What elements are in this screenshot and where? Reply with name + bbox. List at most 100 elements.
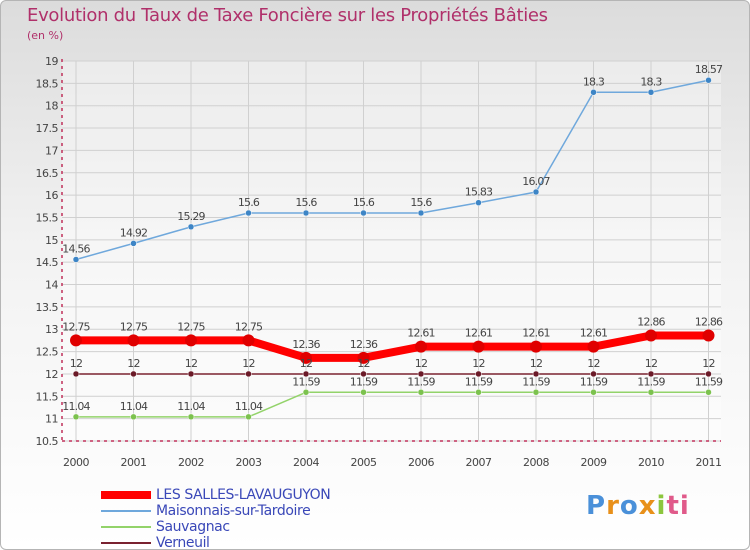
data-point [705, 370, 712, 378]
x-tick-label: 2011 [696, 456, 722, 469]
y-tick-label: 14.5 [36, 256, 59, 269]
data-label: 12.75 [120, 320, 148, 333]
data-label: 11.59 [695, 375, 723, 388]
data-point [302, 389, 310, 396]
data-point [530, 340, 542, 353]
data-point [187, 413, 195, 421]
data-point [647, 389, 655, 396]
data-label: 12 [415, 357, 427, 370]
data-point [590, 370, 597, 378]
chart-title: Evolution du Taux de Taxe Foncière sur l… [27, 5, 548, 26]
data-label: 12.36 [350, 338, 378, 351]
data-label: 12.75 [62, 320, 90, 333]
y-tick-label: 12.5 [36, 346, 59, 359]
data-label: 12 [357, 357, 369, 370]
data-point [475, 389, 482, 396]
legend-swatch [101, 526, 151, 528]
data-point [70, 334, 82, 347]
data-label: 14.56 [62, 242, 90, 255]
data-point [417, 370, 425, 378]
y-tick-label: 13.5 [36, 301, 59, 314]
data-point [472, 340, 485, 353]
legend-label: Sauvagnac [156, 519, 230, 535]
data-point [590, 389, 597, 396]
y-tick-label: 18 [45, 100, 58, 113]
data-label: 12 [242, 357, 254, 370]
legend-label: LES SALLES-LAVAUGUYON [156, 487, 331, 503]
y-tick-label: 11.5 [36, 390, 59, 403]
data-label: 12 [472, 357, 484, 370]
data-point [532, 370, 540, 378]
legend-label: Maisonnais-sur-Tardoire [156, 503, 311, 519]
data-label: 18.3 [640, 75, 662, 88]
data-label: 12 [127, 357, 139, 370]
proxiti-logo: Proxiti [586, 491, 690, 521]
y-tick-label: 15 [45, 234, 58, 247]
y-tick-label: 12 [45, 368, 58, 381]
data-point [415, 340, 427, 353]
data-label: 12.61 [465, 327, 493, 340]
legend-label: Verneuil [156, 535, 210, 550]
data-label: 12.75 [235, 320, 263, 333]
x-tick-label: 2010 [638, 456, 664, 469]
data-label: 15.83 [465, 186, 493, 199]
data-label: 14.92 [120, 226, 148, 239]
data-label: 12 [300, 357, 312, 370]
data-point [647, 370, 655, 378]
y-tick-label: 11 [45, 413, 58, 426]
data-point [72, 413, 80, 421]
data-label: 12 [185, 357, 197, 370]
data-point [245, 370, 252, 378]
legend-swatch [101, 491, 151, 499]
data-point [300, 351, 312, 364]
data-label: 12.36 [292, 338, 320, 351]
x-tick-label: 2009 [581, 456, 607, 469]
data-label: 11.59 [350, 375, 378, 388]
data-point [360, 370, 367, 378]
x-tick-label: 2004 [293, 456, 319, 469]
data-point [185, 334, 197, 347]
data-point [245, 413, 252, 421]
data-label: 12 [645, 357, 657, 370]
data-label: 11.59 [465, 375, 493, 388]
data-label: 12 [530, 357, 542, 370]
x-tick-label: 2005 [351, 456, 377, 469]
data-point [647, 89, 655, 96]
data-point [532, 188, 540, 196]
data-label: 18.3 [583, 75, 605, 88]
data-point [302, 209, 310, 217]
data-point [645, 329, 657, 342]
data-label: 15.6 [353, 196, 375, 209]
data-point [72, 370, 80, 378]
data-label: 12.61 [407, 327, 435, 340]
data-point [360, 389, 367, 396]
data-label: 12 [702, 357, 714, 370]
y-tick-label: 17 [45, 144, 58, 157]
data-label: 11.04 [177, 400, 205, 413]
data-point [130, 413, 137, 421]
data-label: 11.59 [637, 375, 665, 388]
data-point [532, 389, 540, 396]
data-point [587, 340, 600, 353]
y-tick-label: 17.5 [36, 122, 59, 135]
series-line [76, 391, 709, 418]
data-label: 12.75 [177, 320, 205, 333]
data-label: 12 [587, 357, 599, 370]
legend-swatch [101, 510, 151, 512]
data-label: 15.6 [410, 196, 432, 209]
x-tick-label: 2003 [236, 456, 262, 469]
data-label: 11.04 [120, 400, 148, 413]
x-tick-label: 2006 [408, 456, 434, 469]
data-label: 11.59 [580, 375, 608, 388]
x-tick-label: 2001 [121, 456, 147, 469]
y-tick-label: 16.5 [36, 167, 59, 180]
data-point [417, 209, 425, 217]
y-tick-label: 19 [45, 55, 58, 68]
data-point [245, 209, 252, 217]
y-tick-label: 15.5 [36, 211, 59, 224]
chart-unit-label: (en %) [27, 29, 64, 42]
data-point [127, 334, 140, 347]
y-tick-label: 13 [45, 323, 58, 336]
